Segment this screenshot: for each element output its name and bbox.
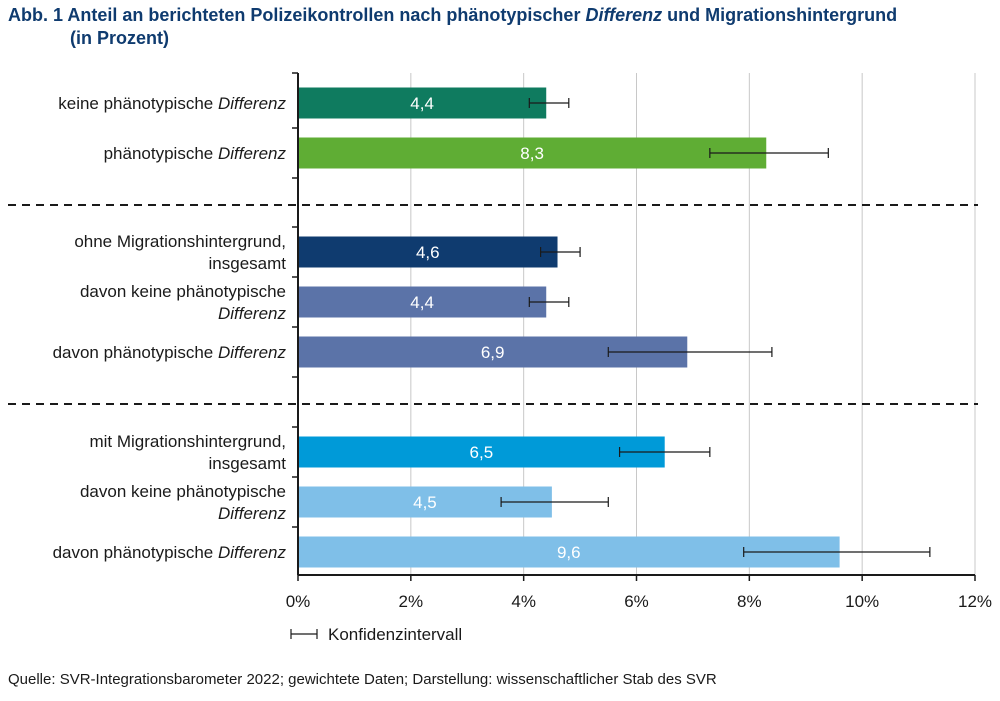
bar (298, 87, 547, 119)
bar (298, 436, 665, 468)
category-label: keine phänotypische Differenz (58, 94, 286, 113)
title-main-before: Anteil an berichteten Polizeikontrollen … (67, 5, 581, 25)
category-label: ohne Migrationshintergrund, insgesamt (74, 232, 286, 273)
source-note: Quelle: SVR-Integrationsbarometer 2022; … (8, 671, 717, 688)
category-label: davon keine phänotypische Differenz (80, 282, 287, 323)
x-tick-label: 4% (511, 592, 536, 611)
title-prefix: Abb. 1 (8, 5, 64, 25)
category-label: davon keine phänotypische Differenz (80, 482, 287, 523)
category-label: davon phänotypische Differenz (53, 543, 287, 562)
bar-value-label: 4,4 (410, 94, 434, 113)
bar-value-label: 4,6 (416, 243, 440, 262)
category-label: phänotypische Differenz (104, 144, 287, 163)
bar (298, 236, 558, 268)
category-label: davon phänotypische Differenz (53, 343, 287, 362)
bar (298, 286, 547, 318)
x-tick-label: 12% (958, 592, 992, 611)
bar-value-label: 4,4 (410, 293, 434, 312)
x-tick-label: 0% (286, 592, 311, 611)
title-line-2: (in Prozent) (70, 28, 169, 48)
x-tick-label: 2% (399, 592, 424, 611)
title-main-italic: Differenz (585, 5, 663, 25)
bar-value-label: 6,5 (470, 443, 494, 462)
bar (298, 137, 767, 169)
bar-value-label: 4,5 (413, 493, 437, 512)
title-main-after: und Migrationshintergrund (667, 5, 898, 25)
category-label: mit Migrationshintergrund, insgesamt (89, 432, 286, 473)
x-tick-label: 10% (845, 592, 879, 611)
chart-title: Abb. 1 Anteil an berichteten Polizeikont… (8, 4, 988, 50)
legend-label: Konfidenzintervall (328, 625, 462, 644)
x-tick-label: 6% (624, 592, 649, 611)
bar-value-label: 8,3 (520, 144, 544, 163)
x-tick-label: 8% (737, 592, 762, 611)
bar-value-label: 9,6 (557, 543, 581, 562)
bar-value-label: 6,9 (481, 343, 505, 362)
